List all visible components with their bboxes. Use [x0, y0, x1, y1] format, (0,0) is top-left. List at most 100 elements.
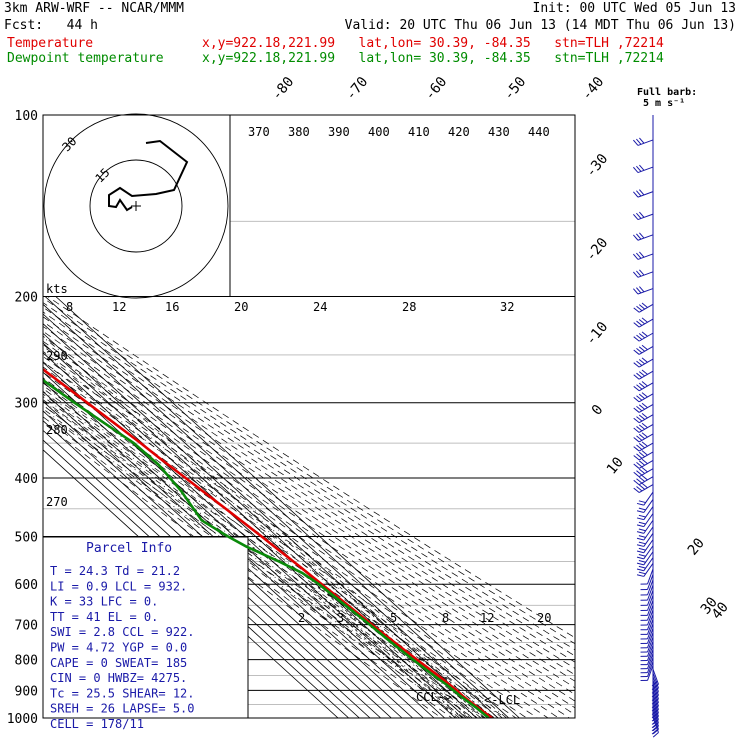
- wind-barb: [643, 551, 654, 566]
- moist-adiabat-line: [43, 400, 469, 718]
- wind-barb-flag: [636, 360, 643, 366]
- wind-barb-flag: [636, 252, 642, 259]
- wind-barb: [638, 442, 654, 452]
- isotherm-line: [43, 284, 520, 718]
- wind-barb-flag: [636, 524, 644, 528]
- isotherm-line: [43, 323, 478, 718]
- wind-barb-flag: [636, 426, 643, 432]
- wind-barb: [647, 619, 654, 635]
- dry-adiabat-label: 280: [46, 423, 68, 437]
- wind-barb-flag: [639, 232, 645, 239]
- pressure-tick-label: 100: [15, 109, 38, 124]
- wind-barb: [638, 414, 654, 424]
- wind-barb-flag: [633, 213, 639, 220]
- wind-barb: [643, 539, 654, 553]
- wind-barb-flag: [638, 476, 646, 482]
- pressure-tick-label: 500: [15, 530, 38, 545]
- wind-barb: [643, 519, 654, 534]
- wind-barb-flag: [633, 307, 640, 313]
- wind-barb-flag: [636, 502, 644, 506]
- moist-adiabat-label: 8: [66, 300, 73, 314]
- wind-barb: [647, 584, 654, 601]
- wind-barb-flag: [633, 471, 640, 478]
- wind-barb: [637, 253, 654, 260]
- wind-barb-flag: [633, 427, 640, 433]
- wind-barb: [638, 468, 654, 478]
- wind-barb-flag: [638, 424, 646, 430]
- forecast-hour: Fcst: 44 h: [4, 18, 98, 33]
- isotherm-label: -10: [583, 319, 612, 349]
- wind-barb-flag: [633, 397, 640, 403]
- wind-barb-flag: [633, 253, 639, 260]
- wind-barb-flag: [652, 732, 659, 738]
- wind-barb-flag: [638, 382, 646, 388]
- moist-adiabat-line: [43, 343, 503, 718]
- wind-barb-flag: [636, 544, 644, 547]
- moist-adiabat-label: 28: [402, 300, 416, 314]
- wind-barb: [638, 332, 654, 342]
- wind-barb: [647, 579, 654, 596]
- plot-frame: [42, 114, 576, 719]
- wind-barb-flag: [638, 535, 646, 538]
- hodograph-trace: [108, 139, 189, 212]
- wind-barb-flag: [636, 287, 642, 294]
- hodograph-ring-outer: [43, 113, 229, 299]
- theta-label: 410: [408, 125, 430, 139]
- wind-barb: [643, 513, 654, 527]
- mixing-ratio-label: 8: [442, 611, 449, 625]
- wind-barb-flag: [638, 565, 646, 569]
- wind-barb-flag: [633, 479, 640, 486]
- wind-barb-flag: [636, 212, 642, 219]
- wind-barb: [637, 234, 654, 241]
- mixing-ratio-line: [328, 583, 485, 718]
- isotherm-line: [43, 400, 392, 718]
- wind-barb: [637, 288, 654, 295]
- wind-barb: [638, 404, 654, 413]
- wind-barb-flag: [638, 404, 646, 410]
- wind-barb-flag: [633, 487, 640, 493]
- wind-barb: [647, 645, 654, 661]
- isotherm-label: 20: [685, 535, 708, 558]
- isotherm-label: -30: [583, 151, 612, 181]
- wind-barb-flag: [638, 528, 646, 532]
- temperature-location-info: x,y=922.18,221.99 lat,lon= 30.39, -84.35…: [202, 36, 664, 51]
- wind-barb-flag: [639, 251, 645, 258]
- wind-barb-flag: [641, 458, 648, 465]
- theta-label: 380: [288, 125, 310, 139]
- wind-barb-flag: [641, 381, 648, 387]
- wind-barb-flag: [633, 417, 640, 424]
- lcl-marker: <-LCL: [484, 693, 520, 707]
- moist-adiabat-line: [43, 390, 477, 718]
- isotherm-line: [43, 332, 467, 718]
- pressure-tick-label: 300: [15, 397, 38, 412]
- wind-barb-flag: [638, 547, 646, 551]
- wind-barb-flag: [639, 211, 645, 218]
- wind-barb-flag: [633, 437, 640, 443]
- wind-barb-flag: [641, 317, 648, 323]
- wind-barb-flag: [641, 467, 648, 473]
- wind-barb: [638, 484, 654, 493]
- wind-barb: [637, 191, 654, 198]
- pressure-tick-label: 900: [15, 684, 38, 699]
- wind-barb-flag: [638, 393, 646, 400]
- wind-barb-flag: [636, 444, 643, 450]
- isotherm-line: [43, 381, 413, 718]
- wind-barb-flag: [641, 357, 648, 363]
- isotherm-label: -60: [422, 74, 451, 104]
- wind-barb-flag: [633, 446, 640, 452]
- wind-barb: [647, 636, 654, 653]
- wind-barb-flag: [636, 470, 643, 476]
- wind-barb: [647, 653, 654, 669]
- mixing-ratio-line: [315, 583, 471, 718]
- isotherm-line: [43, 420, 371, 718]
- wind-barb-flag: [641, 344, 648, 351]
- wind-barb-flag: [633, 234, 639, 241]
- wind-barb-flag: [638, 541, 646, 545]
- isotherm-label: -20: [583, 235, 612, 265]
- parcel-info-title: Parcel Info: [86, 541, 172, 556]
- parcel-info-panel: Parcel Info T = 24.3 Td = 21.2LI = 0.9 LC…: [42, 536, 249, 731]
- mixing-ratio-label: 2: [298, 611, 305, 625]
- theta-label: 430: [488, 125, 510, 139]
- wind-barb-flag: [636, 395, 643, 401]
